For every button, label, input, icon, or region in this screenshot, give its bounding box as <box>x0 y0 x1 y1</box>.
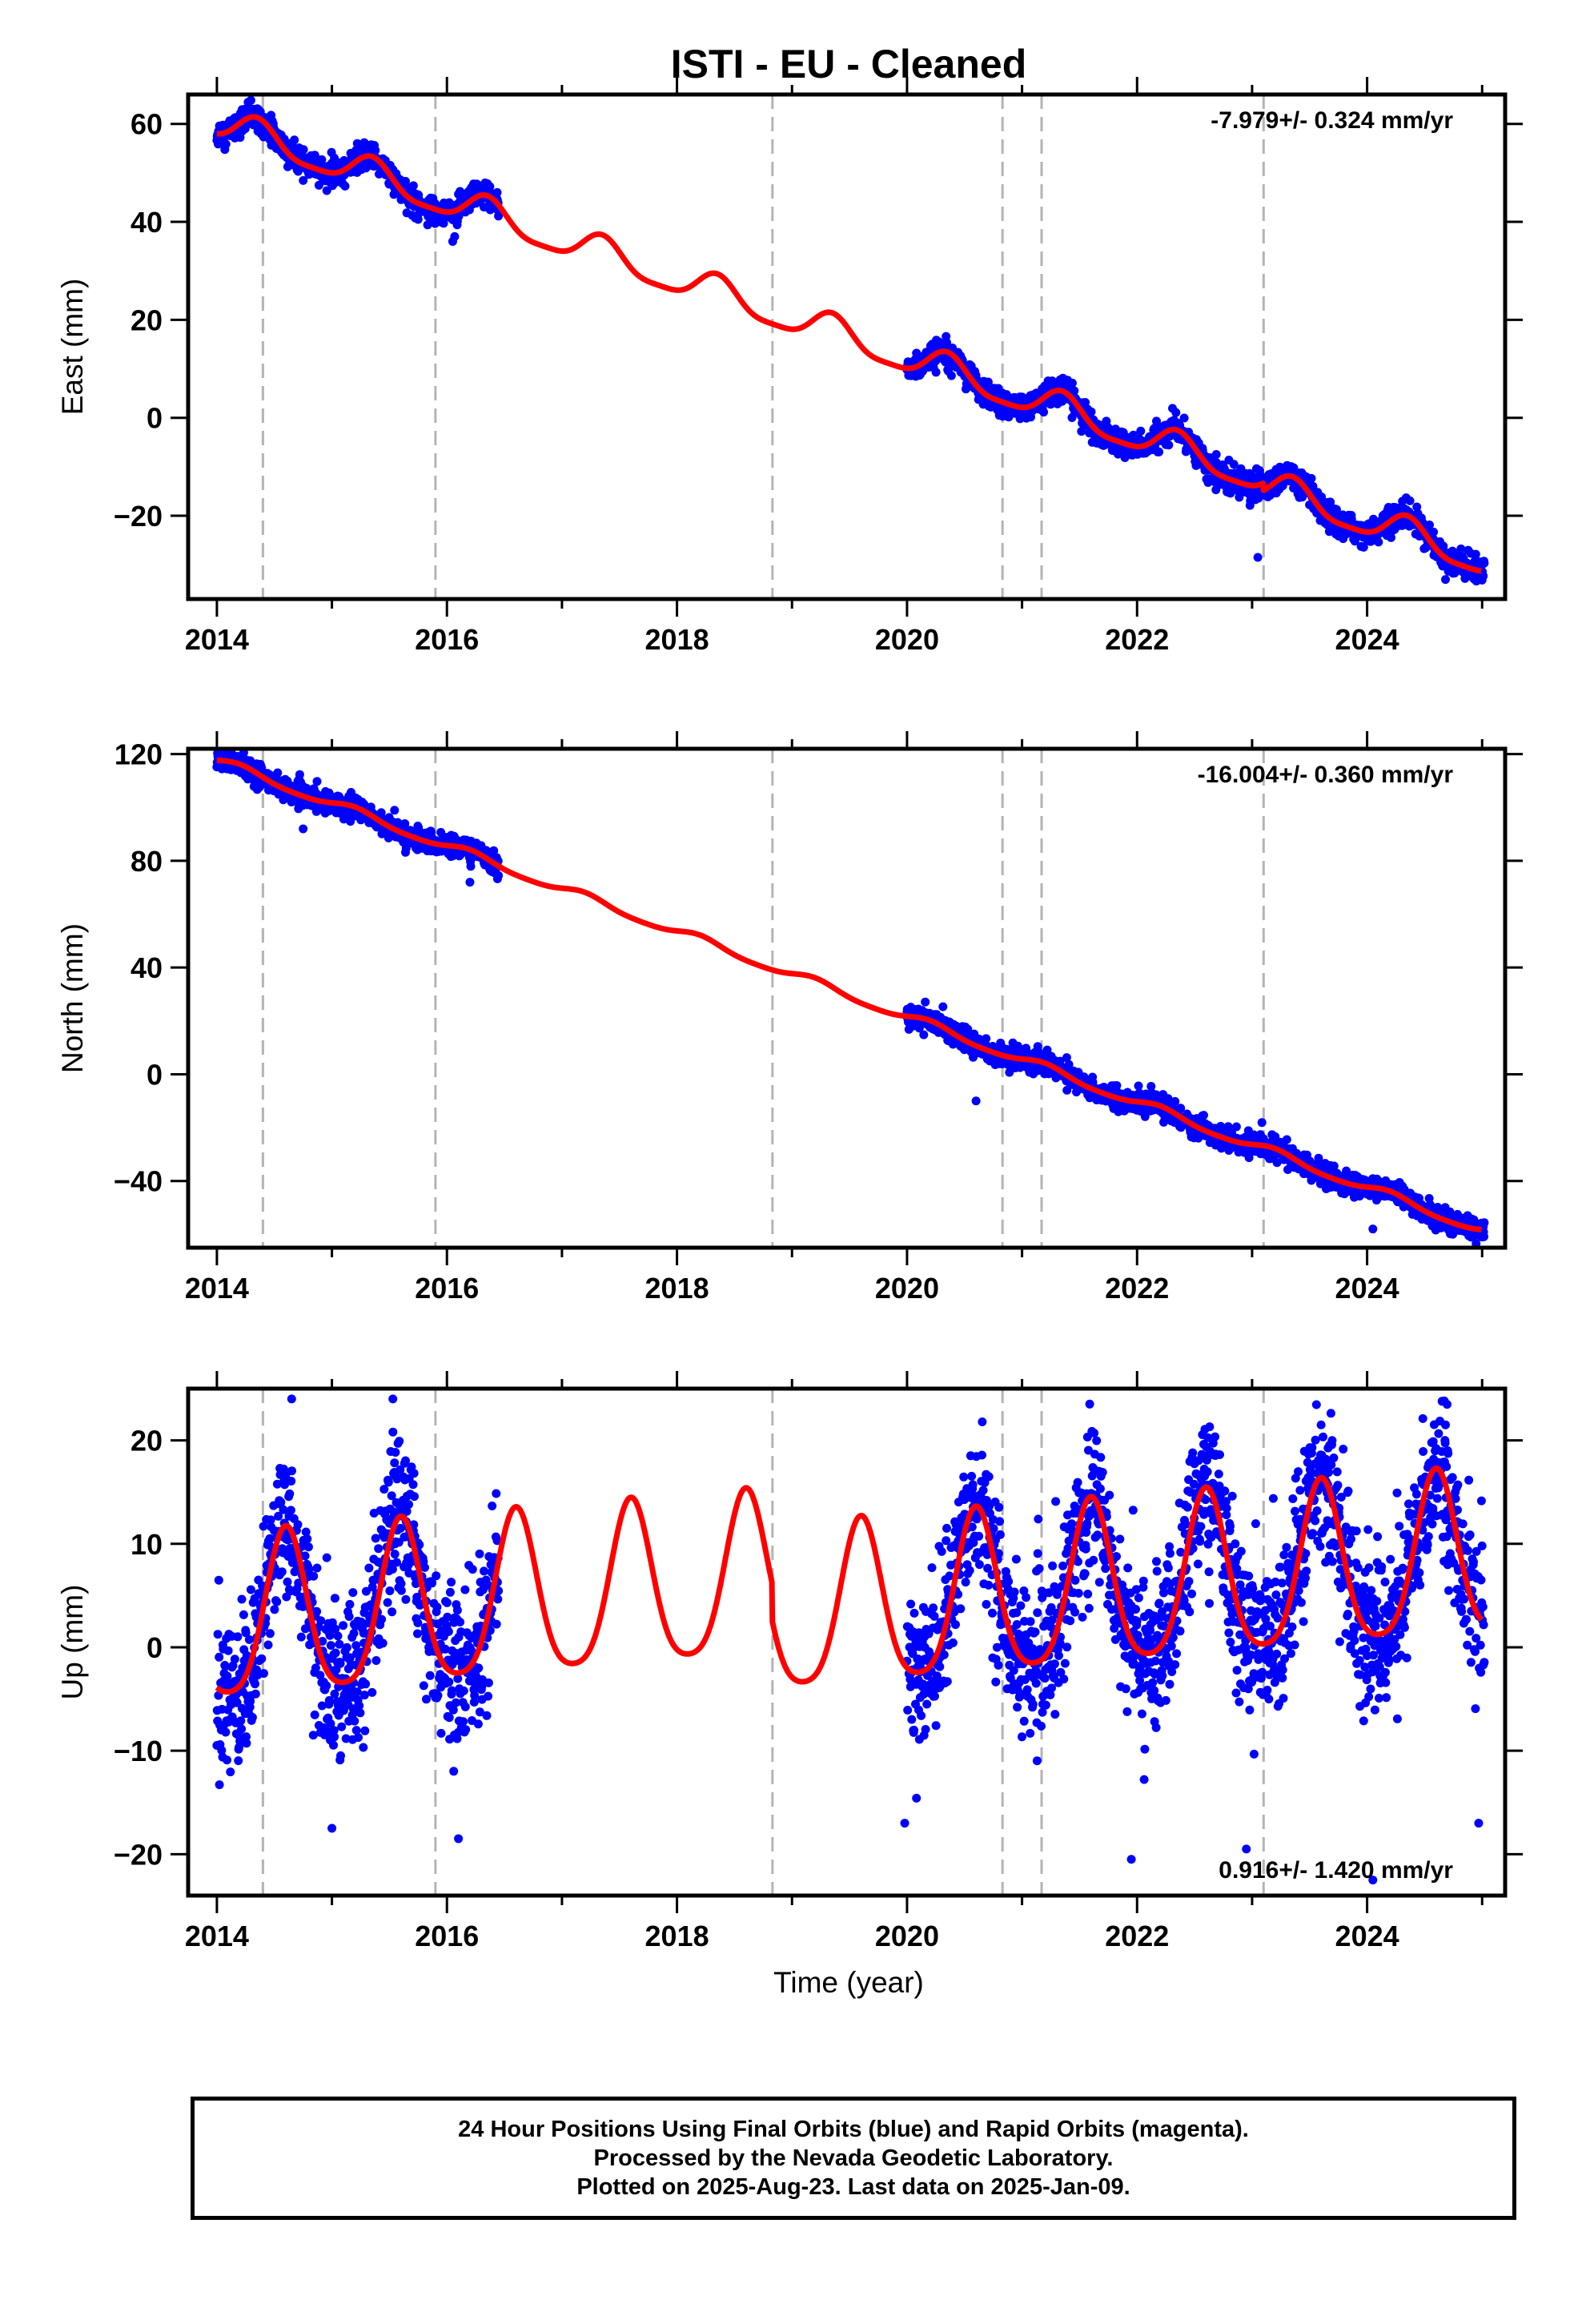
y-tick-label: 40 <box>130 951 163 984</box>
data-point <box>492 187 502 197</box>
rate-annotation: -7.979+/- 0.324 mm/yr <box>1211 107 1453 134</box>
x-tick-label: 2024 <box>1335 623 1399 656</box>
data-point <box>1039 408 1049 417</box>
x-tick-label: 2020 <box>875 1272 939 1305</box>
data-point <box>1231 1122 1241 1132</box>
data-point <box>312 777 322 786</box>
data-point <box>982 1034 991 1043</box>
data-point <box>448 236 457 246</box>
data-point <box>322 186 331 195</box>
data-point <box>485 182 495 191</box>
plot-area <box>212 94 1489 599</box>
data-point <box>413 215 423 224</box>
data-point <box>1179 413 1189 423</box>
data-point <box>1211 450 1221 459</box>
data-point <box>221 139 231 149</box>
x-tick-label: 2024 <box>1335 1272 1399 1305</box>
y-tick-label: 0 <box>147 402 163 435</box>
x-tick-label: 2016 <box>415 623 479 656</box>
y-tick-label: 40 <box>130 206 163 239</box>
data-point <box>299 824 308 834</box>
data-point <box>1368 1224 1378 1234</box>
data-point <box>1480 1218 1489 1228</box>
data-point <box>1253 553 1263 562</box>
data-point <box>946 371 956 380</box>
data-point <box>390 806 400 815</box>
data-point <box>938 1002 948 1011</box>
data-point <box>1374 537 1383 547</box>
y-axis-label: East (mm) <box>56 279 89 416</box>
data-point <box>223 1646 233 1655</box>
data-point <box>221 1727 231 1737</box>
data-point <box>408 181 418 191</box>
data-point <box>295 770 304 779</box>
data-point <box>1164 440 1174 450</box>
data-point <box>423 220 432 230</box>
panel-east: 2014 2016 2018 2020 2022 2024 60 40 20 0 −20 East (… <box>56 77 1523 656</box>
x-tick-label: 2020 <box>875 623 939 656</box>
data-point <box>1171 408 1181 417</box>
data-point <box>1199 1111 1208 1120</box>
data-point <box>971 1096 981 1106</box>
data-point <box>919 1030 929 1039</box>
data-point <box>1170 1096 1180 1106</box>
y-tick-label: 80 <box>130 845 163 878</box>
panel-north: 2014 2016 2018 2020 2022 2024 120 80 40 0 −40 North… <box>56 731 1523 1305</box>
y-tick-label: 60 <box>130 108 163 141</box>
x-tick-label: 2022 <box>1105 623 1169 656</box>
data-point <box>1257 1118 1267 1128</box>
data-point <box>494 211 504 221</box>
data-point <box>1307 473 1316 483</box>
y-tick-label: 20 <box>130 304 163 336</box>
x-tick-label: 2018 <box>645 1272 709 1305</box>
data-point <box>299 145 308 155</box>
plot-area <box>212 749 1489 1248</box>
data-point <box>494 870 504 880</box>
data-point <box>1480 1232 1488 1241</box>
y-axis-label: North (mm) <box>56 923 89 1073</box>
rate-annotation: -16.004+/- 0.360 mm/yr <box>1198 762 1454 788</box>
figure-title: ISTI - EU - Cleaned <box>671 42 1027 86</box>
y-tick-label: −40 <box>114 1165 163 1198</box>
data-point <box>214 1575 223 1585</box>
x-tick-label: 2014 <box>185 623 249 656</box>
data-point <box>371 146 380 155</box>
data-point <box>213 1630 223 1639</box>
plot-area <box>212 1389 1489 1896</box>
data-point <box>931 368 941 377</box>
data-point <box>1471 549 1480 559</box>
data-point <box>466 862 476 871</box>
x-tick-label: 2014 <box>185 1272 249 1305</box>
data-point <box>1405 496 1415 505</box>
x-tick-label: 2016 <box>415 1272 479 1305</box>
data-point <box>1067 378 1077 388</box>
data-point <box>246 95 255 105</box>
y-tick-label: 0 <box>147 1058 163 1091</box>
data-point <box>1134 1081 1143 1091</box>
x-tick-label: 2018 <box>645 623 709 656</box>
data-point <box>465 878 475 887</box>
y-tick-label: −20 <box>114 500 163 533</box>
data-points <box>212 95 1489 586</box>
data-point <box>1429 527 1439 537</box>
data-point <box>1480 558 1489 568</box>
data-point <box>1136 426 1146 436</box>
data-point <box>1282 1135 1291 1144</box>
y-tick-label: 120 <box>114 738 163 771</box>
data-point <box>299 175 308 185</box>
data-point <box>223 1755 231 1765</box>
data-point <box>273 768 283 778</box>
data-point <box>921 997 930 1007</box>
data-points <box>212 1394 1489 1885</box>
data-point <box>215 1652 224 1662</box>
data-point <box>340 181 350 191</box>
data-point <box>290 135 299 145</box>
data-point <box>1154 447 1164 456</box>
data-point <box>1441 575 1450 585</box>
x-tick-label: 2022 <box>1105 1272 1169 1305</box>
data-point <box>215 1780 224 1790</box>
data-point <box>1456 544 1466 553</box>
